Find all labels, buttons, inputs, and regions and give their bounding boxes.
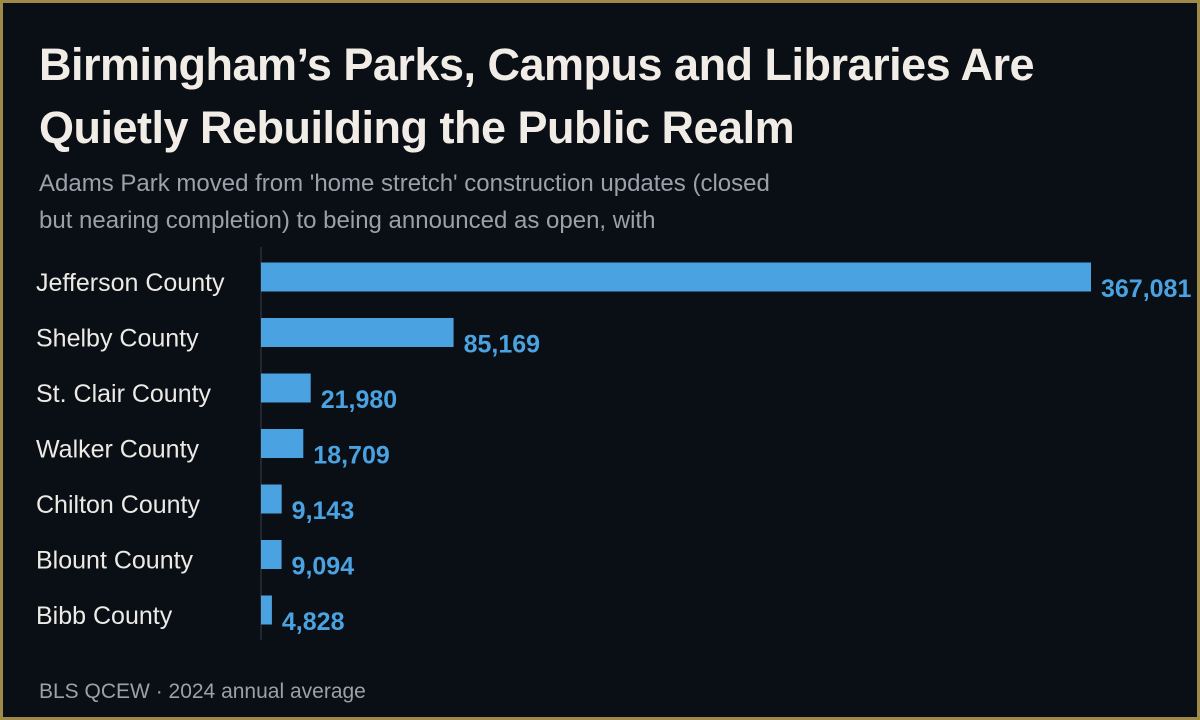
category-label: Blount County [36, 547, 194, 575]
value-label: 9,094 [292, 553, 355, 581]
chart-subtitle: Adams Park moved from 'home stretch' con… [39, 170, 770, 234]
value-label: 18,709 [313, 442, 389, 470]
bar [261, 429, 304, 458]
bars-group: Jefferson County 367,081 Shelby County 85,1… [36, 247, 1191, 640]
category-label: Shelby County [36, 325, 199, 353]
bar [261, 262, 1091, 292]
chart-title: Birmingham’s Parks, Campus and Libraries… [39, 39, 1035, 153]
bar [261, 373, 311, 403]
value-label: 367,081 [1101, 275, 1191, 303]
value-label: 4,828 [282, 608, 345, 636]
bar [261, 484, 282, 514]
category-label: Chilton County [36, 491, 200, 519]
bar-chart: Jefferson County 367,081 Shelby County 85,1… [36, 247, 1191, 640]
value-label: 85,169 [464, 331, 540, 359]
bar [261, 595, 272, 625]
bar [261, 318, 454, 347]
category-label: Jefferson County [36, 269, 225, 297]
value-label: 9,143 [292, 497, 355, 525]
value-label: 21,980 [321, 386, 397, 414]
category-label: Bibb County [36, 602, 173, 630]
category-label: St. Clair County [36, 380, 212, 408]
category-label: Walker County [36, 436, 200, 464]
bar [261, 540, 282, 569]
source-note: BLS QCEW · 2024 annual average [39, 680, 366, 703]
